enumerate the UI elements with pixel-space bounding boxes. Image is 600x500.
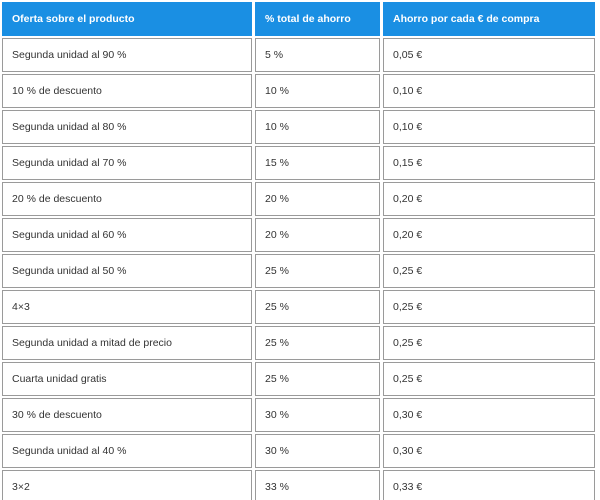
cell-offer: Segunda unidad al 40 % [2,434,252,468]
cell-total-savings-percent: 25 % [255,326,380,360]
cell-savings-per-euro: 0,25 € [383,254,595,288]
cell-total-savings-percent: 30 % [255,434,380,468]
cell-offer: Segunda unidad al 70 % [2,146,252,180]
cell-offer: 3×2 [2,470,252,500]
cell-offer: 20 % de descuento [2,182,252,216]
cell-savings-per-euro: 0,25 € [383,290,595,324]
cell-savings-per-euro: 0,30 € [383,434,595,468]
cell-savings-per-euro: 0,25 € [383,362,595,396]
cell-savings-per-euro: 0,20 € [383,182,595,216]
cell-savings-per-euro: 0,25 € [383,326,595,360]
cell-total-savings-percent: 20 % [255,182,380,216]
cell-offer: Cuarta unidad gratis [2,362,252,396]
cell-total-savings-percent: 30 % [255,398,380,432]
cell-offer: Segunda unidad al 90 % [2,38,252,72]
cell-total-savings-percent: 20 % [255,218,380,252]
header-total-savings-percent: % total de ahorro [255,2,380,36]
cell-savings-per-euro: 0,10 € [383,110,595,144]
header-offer: Oferta sobre el producto [2,2,252,36]
cell-total-savings-percent: 5 % [255,38,380,72]
cell-savings-per-euro: 0,20 € [383,218,595,252]
cell-offer: Segunda unidad al 60 % [2,218,252,252]
cell-offer: Segunda unidad al 80 % [2,110,252,144]
cell-total-savings-percent: 33 % [255,470,380,500]
cell-total-savings-percent: 25 % [255,290,380,324]
cell-savings-per-euro: 0,30 € [383,398,595,432]
cell-total-savings-percent: 10 % [255,74,380,108]
cell-total-savings-percent: 25 % [255,254,380,288]
cell-total-savings-percent: 15 % [255,146,380,180]
header-savings-per-euro: Ahorro por cada € de compra [383,2,595,36]
cell-total-savings-percent: 10 % [255,110,380,144]
cell-total-savings-percent: 25 % [255,362,380,396]
cell-offer: 4×3 [2,290,252,324]
cell-savings-per-euro: 0,15 € [383,146,595,180]
cell-offer: Segunda unidad al 50 % [2,254,252,288]
cell-offer: 10 % de descuento [2,74,252,108]
cell-offer: Segunda unidad a mitad de precio [2,326,252,360]
cell-savings-per-euro: 0,05 € [383,38,595,72]
cell-offer: 30 % de descuento [2,398,252,432]
cell-savings-per-euro: 0,33 € [383,470,595,500]
cell-savings-per-euro: 0,10 € [383,74,595,108]
